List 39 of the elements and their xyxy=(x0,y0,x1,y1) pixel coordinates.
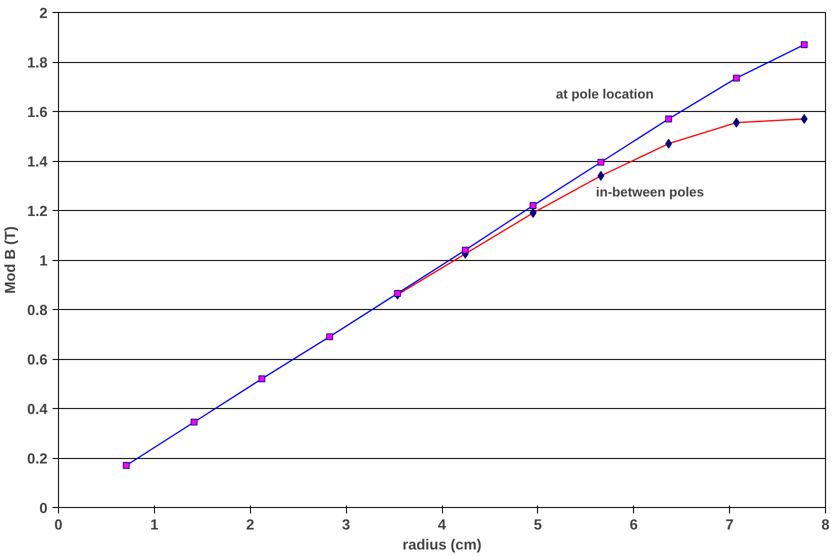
point xyxy=(258,375,266,382)
y-tick-label: 2 xyxy=(39,6,48,22)
y-tick-label: 1.6 xyxy=(27,105,48,121)
y-tick-label: 1.8 xyxy=(27,56,48,72)
y-tick-label: 0.8 xyxy=(27,303,48,319)
point xyxy=(800,114,808,124)
y-tick-label: 0.2 xyxy=(27,452,48,468)
x-tick-label: 3 xyxy=(342,518,350,534)
point xyxy=(394,290,401,297)
x-tick-label: 7 xyxy=(726,518,734,534)
point xyxy=(462,246,469,254)
point xyxy=(190,418,198,426)
point xyxy=(665,138,672,149)
point xyxy=(733,74,740,82)
point xyxy=(326,333,334,340)
point xyxy=(122,462,130,469)
series-label: at pole location xyxy=(556,86,654,102)
y-tick-label: 0.4 xyxy=(27,402,48,418)
point xyxy=(800,41,808,48)
x-axis-title: radius (cm) xyxy=(402,538,482,554)
point xyxy=(665,116,672,122)
x-tick-label: 0 xyxy=(54,518,63,534)
y-tick-label: 0.6 xyxy=(27,352,48,368)
y-tick-label: 0 xyxy=(39,501,48,517)
point xyxy=(597,158,604,166)
x-tick-label: 1 xyxy=(150,518,158,534)
point xyxy=(597,170,604,181)
y-tick-label: 1.4 xyxy=(27,154,48,170)
x-tick-label: 6 xyxy=(630,518,638,534)
x-tick-label: 5 xyxy=(534,518,542,534)
point xyxy=(530,202,536,209)
x-tick-label: 4 xyxy=(438,518,447,534)
y-tick-label: 1 xyxy=(39,254,48,270)
point xyxy=(530,208,536,218)
x-tick-label: 2 xyxy=(246,518,254,534)
y-axis-title: Mod B (T) xyxy=(3,226,20,294)
series-label: in-between poles xyxy=(596,184,704,200)
y-tick-label: 1.2 xyxy=(27,204,48,220)
x-tick-label: 8 xyxy=(821,518,830,534)
